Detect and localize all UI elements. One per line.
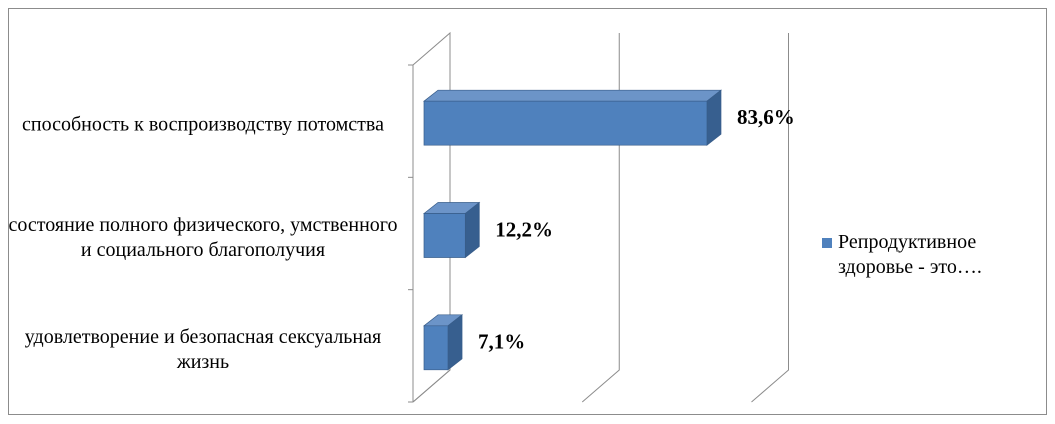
legend: Репродуктивное здоровье - это…. <box>822 230 1022 280</box>
legend-swatch <box>822 238 832 248</box>
category-label: состояние полного физического, умственно… <box>8 213 398 261</box>
bar-front <box>423 100 708 146</box>
legend-label: Репродуктивное здоровье - это…. <box>838 231 982 278</box>
bar-top <box>422 89 722 102</box>
grid-line <box>581 33 620 403</box>
chart-border <box>8 8 1047 415</box>
value-label: 7,1% <box>478 330 525 354</box>
category-label: способность к воспроизводству потомства <box>22 113 384 136</box>
value-label: 12,2% <box>495 217 553 241</box>
category-label: удовлетворение и безопасная сексуальная … <box>24 325 382 373</box>
bar-front <box>423 213 466 258</box>
bar <box>422 201 481 259</box>
grid-line <box>751 33 789 403</box>
value-label: 83,6% <box>737 105 795 129</box>
bar <box>422 314 464 371</box>
bar <box>422 89 722 146</box>
bar-front <box>423 325 449 371</box>
